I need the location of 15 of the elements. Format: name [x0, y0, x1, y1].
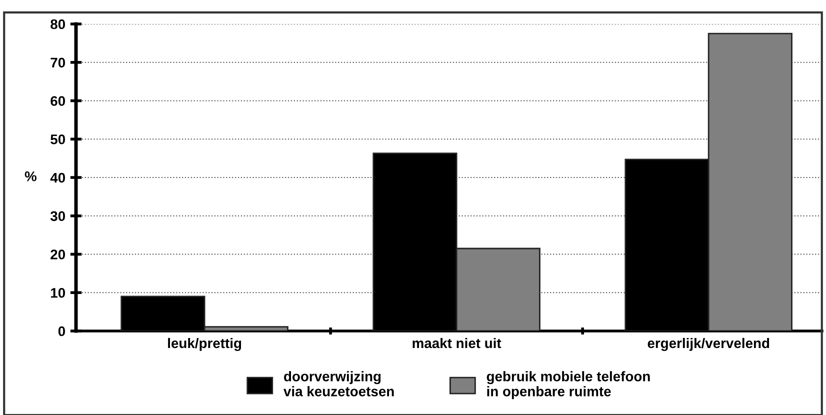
y-tick-label: 0	[58, 326, 66, 336]
y-tick-label: 10	[51, 288, 66, 298]
legend-label: gebruik mobiele telefoon in openbare ruimte	[486, 371, 650, 400]
y-axis-title: %	[24, 171, 36, 182]
y-tick-label: 70	[50, 58, 66, 68]
y-tick-label: 80	[50, 19, 66, 30]
x-tick-label: ergerlijk/vervelend	[648, 338, 770, 351]
legend-label: doorverwijzing via keuzetoetsen	[284, 371, 394, 396]
x-tick-label: leuk/prettig	[168, 338, 242, 351]
y-tick-label: 50	[50, 134, 66, 144]
y-tick-label: 60	[50, 96, 66, 106]
x-tick-label: maakt niet uit	[412, 338, 502, 348]
y-tick-label: 30	[50, 211, 66, 222]
y-tick-label: 40	[50, 172, 66, 183]
y-tick-label: 20	[50, 250, 66, 260]
